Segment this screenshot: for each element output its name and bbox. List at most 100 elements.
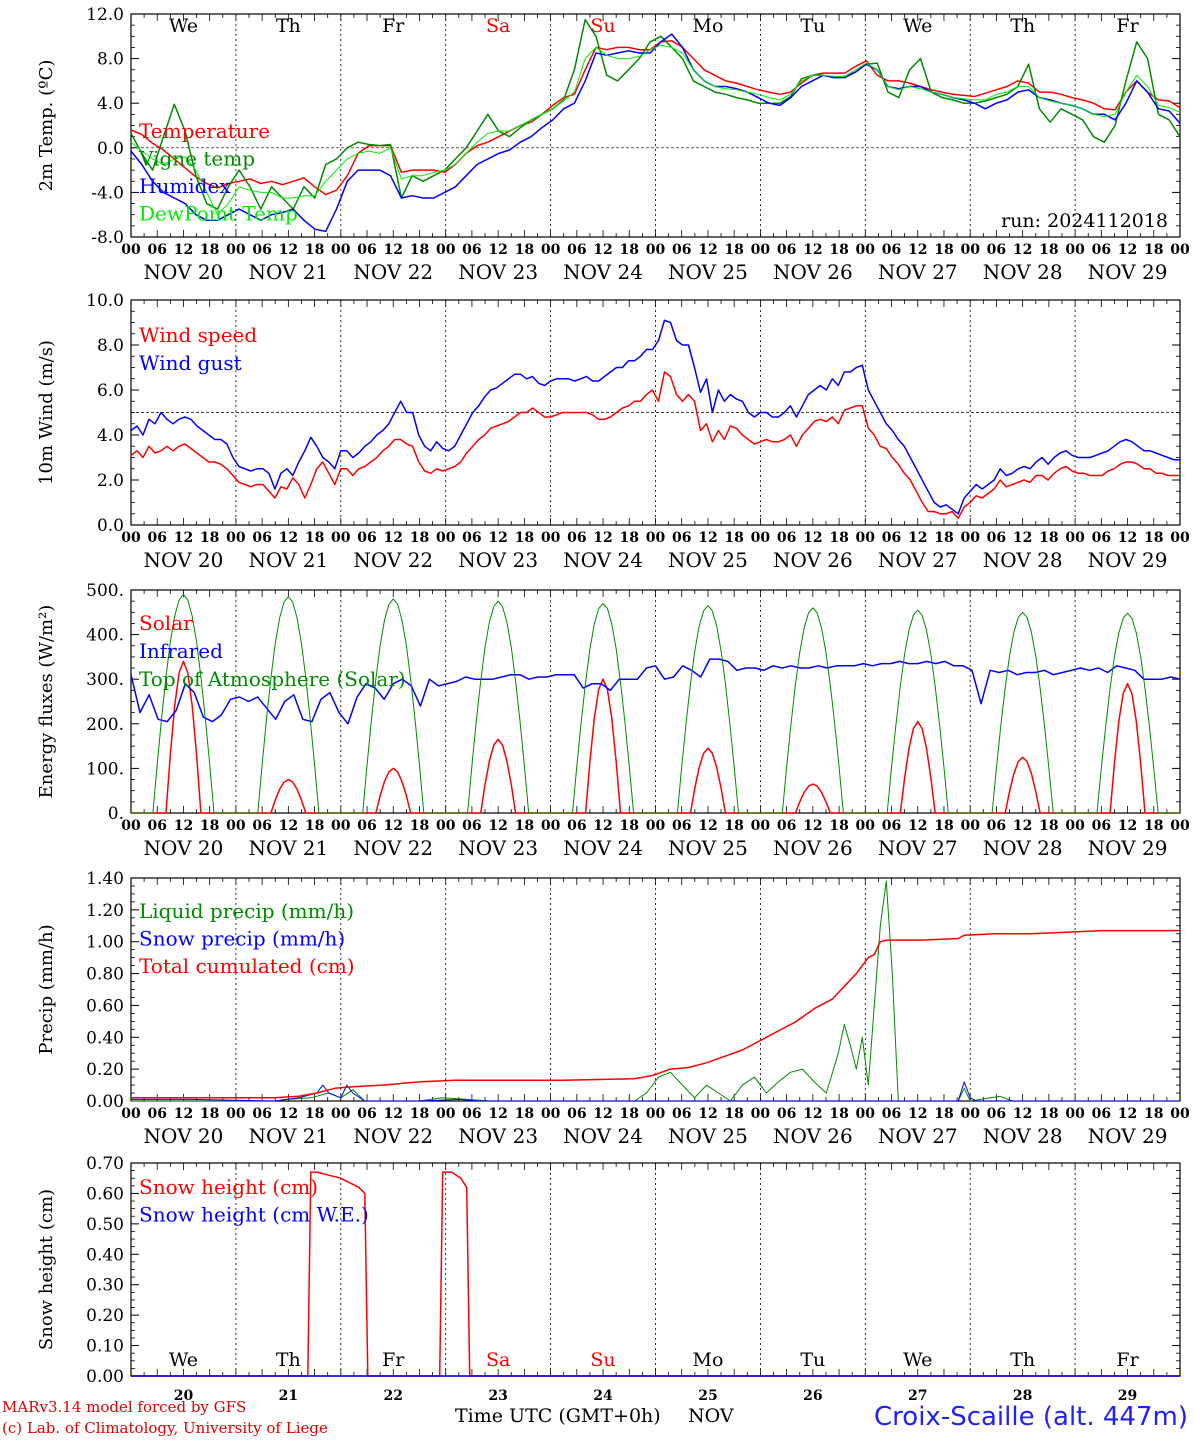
hour-tick-label: 18 bbox=[200, 242, 219, 258]
y-tick-label: 1.00 bbox=[86, 933, 124, 953]
date-label: NOV 27 bbox=[878, 836, 958, 860]
hour-tick-label: 06 bbox=[882, 1106, 901, 1122]
date-label: NOV 21 bbox=[248, 260, 328, 284]
hour-tick-label: 12 bbox=[908, 1106, 927, 1122]
date-label: NOV 26 bbox=[773, 836, 853, 860]
hour-tick-label: 00 bbox=[226, 530, 246, 546]
hour-tick-label: 00 bbox=[1065, 818, 1085, 834]
hour-tick-label: 06 bbox=[672, 818, 691, 834]
weekday-label: We bbox=[903, 1349, 932, 1371]
hour-tick-label: 18 bbox=[724, 1106, 743, 1122]
date-label: NOV 21 bbox=[248, 548, 328, 572]
legend-entry: Top of Atmosphere (Solar) bbox=[139, 667, 406, 691]
hour-tick-label: 06 bbox=[672, 1106, 691, 1122]
hour-tick-label: 18 bbox=[724, 530, 743, 546]
y-tick-label: 0. bbox=[108, 804, 124, 824]
weekday-label: Th bbox=[276, 1349, 301, 1371]
hour-tick-label: 12 bbox=[1013, 1106, 1032, 1122]
date-label: NOV 28 bbox=[983, 548, 1063, 572]
hour-tick-label: 12 bbox=[593, 818, 612, 834]
hour-tick-label: 12 bbox=[803, 818, 822, 834]
hour-tick-label: 18 bbox=[934, 530, 953, 546]
y-tick-label: 100. bbox=[86, 759, 124, 779]
date-label: NOV 27 bbox=[878, 260, 958, 284]
hour-tick-label: 18 bbox=[515, 530, 534, 546]
y-tick-label: 0.20 bbox=[86, 1306, 124, 1326]
hour-tick-label: 12 bbox=[384, 530, 403, 546]
hour-tick-label: 00 bbox=[751, 242, 771, 258]
hour-tick-label: 00 bbox=[121, 242, 141, 258]
y-tick-label: 2.0 bbox=[97, 471, 124, 491]
hour-tick-label: 00 bbox=[1065, 242, 1085, 258]
hour-tick-label: 18 bbox=[1039, 530, 1058, 546]
date-label: NOV 23 bbox=[458, 548, 538, 572]
hour-tick-label: 18 bbox=[200, 530, 219, 546]
hour-tick-label: 06 bbox=[567, 1106, 586, 1122]
y-tick-label: -8.0 bbox=[91, 228, 124, 248]
hour-tick-label: 12 bbox=[174, 1106, 193, 1122]
run-annotation: run: 2024112018 bbox=[1001, 210, 1168, 232]
x-axis-label: Time UTC (GMT+0h) bbox=[455, 1405, 661, 1427]
y-tick-label: 500. bbox=[86, 581, 124, 601]
weekday-label: Mo bbox=[692, 15, 723, 37]
hour-tick-label: 18 bbox=[410, 1106, 429, 1122]
hour-tick-label: 06 bbox=[777, 242, 796, 258]
hour-tick-label: 12 bbox=[593, 242, 612, 258]
series-line-wind-speed bbox=[130, 371, 1180, 520]
hour-tick-label: 12 bbox=[698, 242, 717, 258]
date-label: NOV 29 bbox=[1088, 260, 1168, 284]
hour-tick-label: 12 bbox=[908, 242, 927, 258]
date-label: NOV 26 bbox=[773, 1124, 853, 1148]
date-label: NOV 29 bbox=[1088, 836, 1168, 860]
series-line-top-of-atmosphere-solar bbox=[131, 594, 1180, 814]
weekday-label: Fr bbox=[1116, 15, 1139, 37]
hour-tick-label: 06 bbox=[252, 818, 271, 834]
hour-tick-label: 18 bbox=[200, 818, 219, 834]
hour-tick-label: 06 bbox=[882, 818, 901, 834]
date-label: NOV 22 bbox=[353, 548, 433, 572]
hour-tick-label: 18 bbox=[724, 818, 743, 834]
hour-tick-label: 12 bbox=[279, 1106, 298, 1122]
hour-tick-label: 00 bbox=[331, 242, 351, 258]
hour-tick-label: 00 bbox=[646, 818, 666, 834]
hour-tick-label: 12 bbox=[384, 818, 403, 834]
hour-tick-label: 12 bbox=[488, 530, 507, 546]
hour-tick-label: 12 bbox=[1118, 818, 1137, 834]
date-label: NOV 26 bbox=[773, 548, 853, 572]
legend-entry: Snow height (cm) bbox=[139, 1175, 318, 1199]
month-label: NOV bbox=[688, 1405, 734, 1427]
date-label: NOV 23 bbox=[458, 836, 538, 860]
date-number-label: 23 bbox=[488, 1388, 507, 1404]
hour-tick-label: 06 bbox=[1092, 242, 1111, 258]
hour-tick-label: 06 bbox=[1092, 530, 1111, 546]
hour-tick-label: 18 bbox=[934, 818, 953, 834]
date-number-label: 25 bbox=[698, 1388, 717, 1404]
hour-tick-label: 00 bbox=[331, 818, 351, 834]
hour-tick-label: 06 bbox=[147, 242, 166, 258]
hour-tick-label: 06 bbox=[777, 818, 796, 834]
hour-tick-label: 00 bbox=[751, 530, 771, 546]
hour-tick-label: 18 bbox=[620, 530, 639, 546]
legend-entry: Temperature bbox=[139, 119, 270, 143]
y-tick-label: -4.0 bbox=[91, 183, 124, 203]
weekday-label: Tu bbox=[800, 15, 825, 37]
hour-tick-label: 06 bbox=[567, 818, 586, 834]
hour-tick-label: 12 bbox=[1118, 1106, 1137, 1122]
hour-tick-label: 00 bbox=[436, 530, 456, 546]
y-tick-label: 0.40 bbox=[86, 1245, 124, 1265]
hour-tick-label: 18 bbox=[305, 1106, 324, 1122]
hour-tick-label: 06 bbox=[987, 530, 1006, 546]
hour-tick-label: 12 bbox=[1013, 242, 1032, 258]
y-tick-label: 300. bbox=[86, 670, 124, 690]
hour-tick-label: 12 bbox=[1118, 242, 1137, 258]
legend-entry: Vigne temp bbox=[138, 147, 255, 171]
date-number-label: 27 bbox=[908, 1388, 927, 1404]
hour-tick-label: 00 bbox=[121, 818, 141, 834]
y-tick-label: 1.20 bbox=[86, 901, 124, 921]
hour-tick-label: 12 bbox=[593, 1106, 612, 1122]
panel-energy: 0. 100. 200. 300. 400. 500. Energy fluxes (W/m… bbox=[36, 581, 1190, 860]
hour-tick-label: 06 bbox=[882, 242, 901, 258]
legend-entry: Snow height (cm W.E.) bbox=[139, 1203, 369, 1227]
hour-tick-label: 12 bbox=[384, 242, 403, 258]
